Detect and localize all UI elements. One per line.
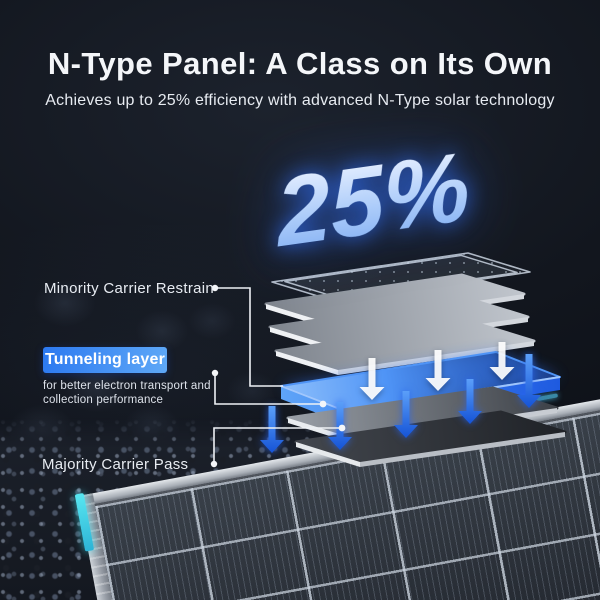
tunneling-layer-badge: Tunneling layer: [43, 347, 167, 373]
page-subtitle: Achieves up to 25% efficiency with advan…: [45, 92, 555, 109]
callout-line-majority: [213, 427, 342, 464]
callout-line-tunneling: [214, 373, 323, 405]
label-majority-carrier-pass: Majority Carrier Pass: [42, 456, 189, 473]
page-title: N-Type Panel: A Class on Its Own: [47, 46, 553, 81]
glass-mesh-layer: [271, 252, 531, 302]
callout-lines: [210, 284, 346, 468]
tunneling-layer-description: for better electron transport and collec…: [43, 380, 211, 406]
rear-layer: [294, 410, 567, 467]
label-minority-carrier-restrain: Minority Carrier Restrain: [44, 280, 215, 297]
callout-line-minority: [215, 287, 283, 387]
white-down-arrow-icons: [359, 342, 515, 400]
